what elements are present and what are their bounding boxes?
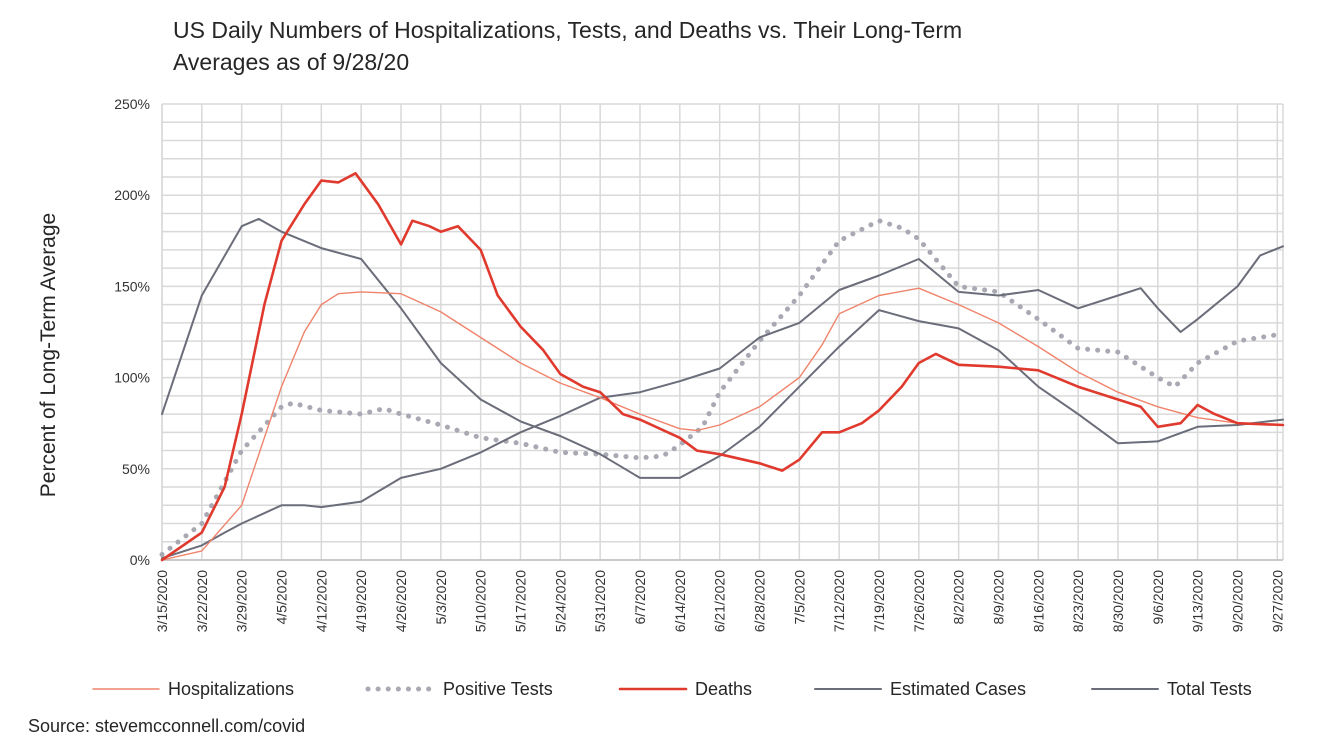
x-tick-label: 5/3/2020 [433, 570, 449, 625]
x-tick-label: 5/31/2020 [592, 570, 608, 632]
chart-title: US Daily Numbers of Hospitalizations, Te… [173, 14, 1273, 78]
x-tick-label: 8/23/2020 [1070, 570, 1086, 632]
legend-label: Estimated Cases [890, 679, 1026, 699]
x-tick-label: 3/29/2020 [234, 570, 250, 632]
x-tick-label: 3/22/2020 [194, 570, 210, 632]
series-line-deaths [160, 172, 1285, 562]
legend-label: Hospitalizations [168, 679, 294, 699]
x-tick-label: 6/28/2020 [751, 570, 767, 632]
x-tick-label: 8/30/2020 [1110, 570, 1126, 632]
x-tick-label: 4/5/2020 [273, 570, 289, 625]
y-tick-label: 200% [114, 187, 150, 203]
x-tick-label: 8/9/2020 [990, 570, 1006, 625]
source-note: Source: stevemcconnell.com/covid [28, 716, 306, 736]
x-tick-label: 9/27/2020 [1269, 570, 1285, 632]
x-tick-label: 8/16/2020 [1030, 570, 1046, 632]
x-tick-label: 6/14/2020 [672, 570, 688, 632]
series-line-estimated-cases [161, 245, 1284, 560]
chart-gridlines [161, 103, 1284, 561]
legend-label: Total Tests [1167, 679, 1252, 699]
y-tick-label: 100% [114, 370, 150, 386]
y-tick-label: 0% [130, 552, 150, 568]
y-tick-label: 50% [122, 461, 150, 477]
y-tick-label: 250% [114, 96, 150, 112]
x-tick-label: 5/10/2020 [473, 570, 489, 632]
x-tick-label: 4/19/2020 [353, 570, 369, 632]
x-tick-label: 4/26/2020 [393, 570, 409, 632]
x-tick-label: 7/26/2020 [911, 570, 927, 632]
chart-legend: Hospitalizations Positive Tests Deaths Esti… [92, 679, 1252, 699]
x-tick-label: 9/20/2020 [1229, 570, 1245, 632]
x-tick-label: 6/21/2020 [712, 570, 728, 632]
x-tick-label: 7/12/2020 [831, 570, 847, 632]
x-tick-label: 6/7/2020 [632, 570, 648, 625]
x-tick-label: 4/12/2020 [313, 570, 329, 632]
x-tick-label: 5/17/2020 [512, 570, 528, 632]
x-tick-label: 7/19/2020 [871, 570, 887, 632]
legend-label: Positive Tests [443, 679, 553, 699]
chart-title-line-2: Averages as of 9/28/20 [173, 49, 410, 75]
x-tick-label: 9/13/2020 [1190, 570, 1206, 632]
chart-series-lines [159, 172, 1286, 562]
series-line-positive-tests [159, 218, 1286, 557]
x-tick-label: 7/5/2020 [791, 570, 807, 625]
x-tick-label: 8/2/2020 [951, 570, 967, 625]
series-line-hospitalizations [161, 287, 1284, 561]
y-axis-ticks: 0% 50% 100% 150% 200% 250% [114, 96, 150, 568]
y-axis-label: Percent of Long-Term Average [37, 213, 60, 497]
x-tick-label: 9/6/2020 [1150, 570, 1166, 625]
y-tick-label: 150% [114, 278, 150, 294]
x-axis-ticks: 3/15/2020 3/22/2020 3/29/2020 4/5/2020 4/12/… [154, 570, 1285, 633]
x-tick-label: 5/24/2020 [552, 570, 568, 632]
x-tick-label: 3/15/2020 [154, 570, 170, 632]
legend-label: Deaths [695, 679, 752, 699]
line-chart: 0% 50% 100% 150% 200% 250% 3/15/2020 3/22/2020… [37, 96, 1286, 699]
chart-title-line-1: US Daily Numbers of Hospitalizations, Te… [173, 17, 963, 43]
series-line-total-tests [161, 217, 1284, 479]
